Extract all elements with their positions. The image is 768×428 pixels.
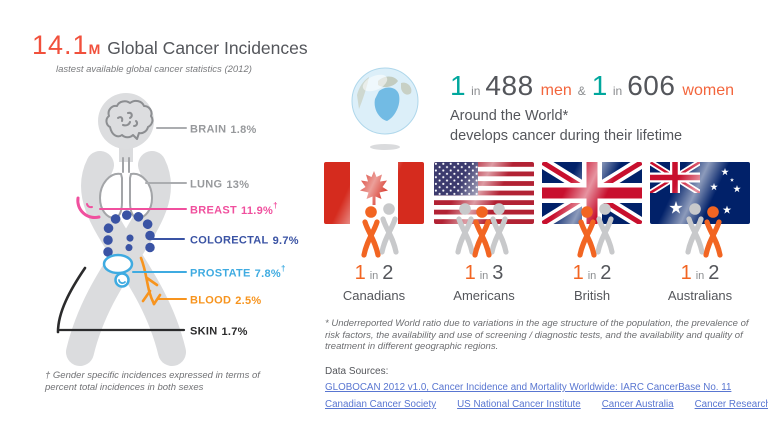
ribbon-people-australia [648,202,752,264]
women-ratio-denom: 606 [627,70,676,101]
country-australia: Australians [667,288,733,303]
card-usa: 1 in 3 Americans [432,162,536,307]
link-cancer-australia[interactable]: Cancer Australia [601,399,674,410]
globe-icon [351,67,419,150]
body-ribbon-silhouette [56,93,187,366]
link-globocan[interactable]: GLOBOCAN 2012 v1.0, Cancer Incidence and… [325,382,732,393]
link-cancer-research-uk[interactable]: Cancer Research UK [694,399,768,410]
organ-label-breast: BREAST 11.9%† [190,201,278,217]
ribbon-person-icon [592,202,618,263]
ratio-canada: 1 in 2 [354,262,394,284]
prostate-icon [102,253,134,288]
ribbon-person-icon [376,202,402,263]
ribbon-person-icon [700,205,726,266]
ratio-australia: 1 in 2 [680,262,720,284]
around-world-text: Around the World* [450,108,569,124]
connector-lines [58,127,187,332]
colon-icon [103,210,155,261]
organ-label-prostate: PROSTATE 7.8%† [190,264,286,280]
men-label: men [540,82,572,99]
australia-flag-icon [650,162,750,224]
women-ratio-num: 1 [591,70,608,101]
men-ratio-num: 1 [450,70,467,101]
link-us-national-cancer-institute[interactable]: US National Cancer Institute [457,399,581,410]
ratio-usa: 1 in 3 [464,262,504,284]
country-canada: Canadians [342,288,406,303]
data-sources-heading: Data Sources: [325,366,389,377]
page-title: Global Cancer Incidences [107,38,308,58]
breast-icon [76,196,101,219]
card-uk: 1 in 2 British [540,162,644,307]
ribbon-person-icon [358,205,384,266]
card-canada: 1 in 2 Canadians [322,162,426,307]
world-footnote: * Underreported World ratio due to varia… [325,318,749,352]
organ-label-lung: LUNG 13% [190,178,250,191]
women-label: women [682,82,734,99]
country-usa: Americans [453,288,515,303]
ribbon-people-canada [322,202,426,264]
ribbon-person-icon [682,202,708,263]
data-sources: Data Sources: GLOBOCAN 2012 v1.0, Cancer… [325,366,768,410]
organ-label-skin: SKIN 1.7% [190,325,248,338]
brain-icon [98,93,154,149]
link-canadian-cancer-society[interactable]: Canadian Cancer Society [325,399,437,410]
world-headline: 1 in 488 men & 1 in 606 women Around the… [450,70,760,144]
organ-label-blood: BLOOD 2.5% [190,294,262,307]
card-australia: 1 in 2 Australians [648,162,752,307]
millions-unit: M [88,41,101,57]
total-incidences-number: 14.1 [32,30,89,60]
country-uk: British [573,288,611,303]
ribbon-people-uk [540,202,644,264]
ribbon-person-icon [486,202,512,263]
ribbon-people-usa [432,202,536,264]
skin-line-icon [56,266,87,334]
world-ratio-line: 1 in 488 men & 1 in 606 women [450,70,734,101]
organ-label-colorectal: COLORECTAL 9.7% [190,234,299,247]
ribbon-person-icon [574,205,600,266]
page-subtitle: lastest available global cancer statisti… [56,64,252,75]
blood-vessel-icon [139,256,162,306]
header: 14.1 M Global Cancer Incidences lastest … [32,30,308,75]
develops-cancer-text: develops cancer during their lifetime [450,128,683,144]
men-ratio-denom: 488 [485,70,534,101]
ratio-uk: 1 in 2 [572,262,612,284]
ribbon-person-icon [452,202,478,263]
organ-label-brain: BRAIN 1.8% [190,123,257,136]
gender-footnote: † Gender specific incidences expressed i… [45,370,260,393]
ribbon-person-icon [469,205,495,266]
